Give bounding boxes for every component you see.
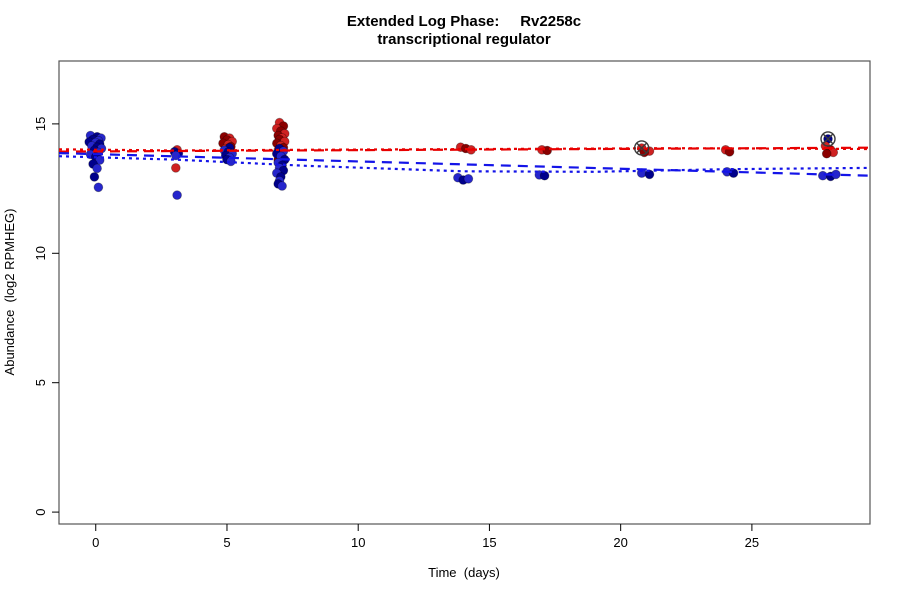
x-tick-label: 5	[223, 535, 230, 550]
data-point	[93, 182, 104, 193]
chart-subtitle: transcriptional regulator	[377, 31, 551, 48]
highlight-circle-x-marker	[633, 140, 650, 156]
x-tick-label: 10	[351, 535, 365, 550]
x-tick-label: 0	[92, 535, 99, 550]
data-point	[277, 181, 287, 191]
y-tick-label: 5	[33, 379, 48, 386]
x-axis-label: Time (days)	[428, 565, 500, 580]
plot-area: 0 5 10 15 20 25 0 5 10 15	[33, 60, 871, 550]
red-smooth-fit-line	[58, 147, 871, 152]
data-point	[463, 174, 474, 184]
x-tick-label: 15	[482, 535, 496, 550]
blue-linear-fit-line	[58, 152, 871, 177]
data-point	[92, 163, 102, 174]
chart-title: Extended Log Phase: Rv2258c	[347, 13, 581, 30]
y-tick-label: 10	[33, 246, 48, 260]
y-tick-label: 0	[33, 508, 48, 515]
x-tick-label: 20	[613, 535, 627, 550]
data-point	[171, 163, 181, 173]
data-point	[172, 190, 182, 200]
x-tick-label: 25	[745, 535, 759, 550]
y-axis-label: Abundance (log2 RPMHEG)	[2, 209, 17, 376]
data-point	[821, 148, 832, 159]
data-point	[542, 145, 552, 156]
highlight-circle-x-marker	[820, 131, 836, 147]
highlight-circle-x-marker	[822, 133, 834, 145]
plot-box	[58, 60, 871, 525]
blue-smooth-fit-line	[58, 155, 871, 173]
data-point	[89, 172, 100, 182]
y-tick-label: 15	[33, 117, 48, 131]
highlight-circle-x-marker	[636, 142, 648, 154]
